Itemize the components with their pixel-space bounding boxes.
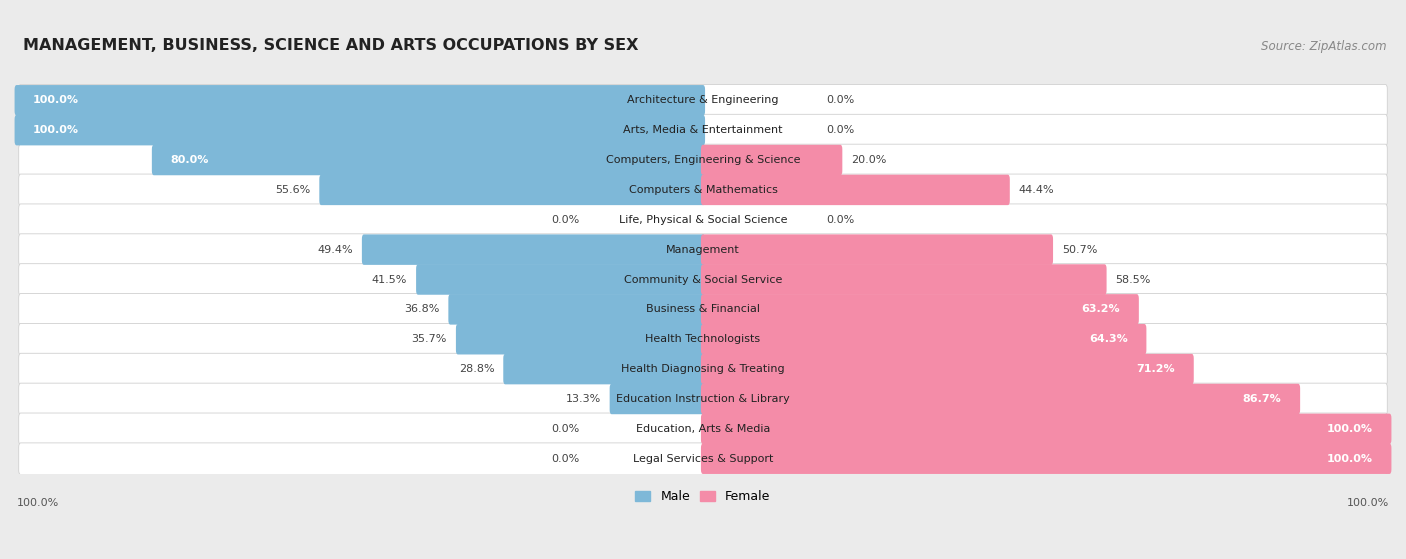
- Text: 0.0%: 0.0%: [827, 125, 855, 135]
- FancyBboxPatch shape: [702, 324, 1146, 354]
- FancyBboxPatch shape: [18, 324, 1388, 355]
- FancyBboxPatch shape: [416, 264, 704, 295]
- Text: Health Technologists: Health Technologists: [645, 334, 761, 344]
- Text: Education Instruction & Library: Education Instruction & Library: [616, 394, 790, 404]
- Text: 71.2%: 71.2%: [1136, 364, 1175, 374]
- Text: 0.0%: 0.0%: [827, 215, 855, 225]
- FancyBboxPatch shape: [18, 353, 1388, 385]
- Text: 64.3%: 64.3%: [1090, 334, 1128, 344]
- Text: 13.3%: 13.3%: [565, 394, 600, 404]
- Text: Life, Physical & Social Science: Life, Physical & Social Science: [619, 215, 787, 225]
- FancyBboxPatch shape: [18, 174, 1388, 206]
- FancyBboxPatch shape: [18, 115, 1388, 146]
- Text: 63.2%: 63.2%: [1081, 305, 1121, 314]
- Text: 100.0%: 100.0%: [34, 95, 79, 105]
- FancyBboxPatch shape: [14, 85, 704, 116]
- Text: 20.0%: 20.0%: [851, 155, 887, 165]
- Text: 49.4%: 49.4%: [318, 245, 353, 255]
- FancyBboxPatch shape: [702, 384, 1301, 414]
- FancyBboxPatch shape: [319, 174, 704, 205]
- Text: Education, Arts & Media: Education, Arts & Media: [636, 424, 770, 434]
- FancyBboxPatch shape: [702, 443, 1392, 474]
- Text: Computers, Engineering & Science: Computers, Engineering & Science: [606, 155, 800, 165]
- FancyBboxPatch shape: [702, 354, 1194, 385]
- Text: Architecture & Engineering: Architecture & Engineering: [627, 95, 779, 105]
- Text: 44.4%: 44.4%: [1019, 185, 1054, 195]
- Text: 58.5%: 58.5%: [1115, 274, 1152, 285]
- Text: 0.0%: 0.0%: [551, 215, 579, 225]
- FancyBboxPatch shape: [18, 383, 1388, 415]
- FancyBboxPatch shape: [14, 115, 704, 145]
- Text: 50.7%: 50.7%: [1062, 245, 1097, 255]
- Text: MANAGEMENT, BUSINESS, SCIENCE AND ARTS OCCUPATIONS BY SEX: MANAGEMENT, BUSINESS, SCIENCE AND ARTS O…: [24, 38, 638, 53]
- Text: Business & Financial: Business & Financial: [645, 305, 761, 314]
- FancyBboxPatch shape: [610, 384, 704, 414]
- FancyBboxPatch shape: [702, 414, 1392, 444]
- Text: 28.8%: 28.8%: [458, 364, 495, 374]
- FancyBboxPatch shape: [18, 413, 1388, 445]
- FancyBboxPatch shape: [449, 294, 704, 325]
- Text: Arts, Media & Entertainment: Arts, Media & Entertainment: [623, 125, 783, 135]
- FancyBboxPatch shape: [18, 443, 1388, 475]
- FancyBboxPatch shape: [18, 234, 1388, 266]
- Text: 100.0%: 100.0%: [1327, 454, 1372, 464]
- Text: 100.0%: 100.0%: [1347, 498, 1389, 508]
- Text: 36.8%: 36.8%: [404, 305, 440, 314]
- Legend: Male, Female: Male, Female: [630, 485, 776, 508]
- Text: Management: Management: [666, 245, 740, 255]
- Text: Community & Social Service: Community & Social Service: [624, 274, 782, 285]
- FancyBboxPatch shape: [456, 324, 704, 354]
- Text: 55.6%: 55.6%: [276, 185, 311, 195]
- Text: Source: ZipAtlas.com: Source: ZipAtlas.com: [1261, 40, 1386, 53]
- FancyBboxPatch shape: [702, 145, 842, 176]
- FancyBboxPatch shape: [361, 234, 704, 265]
- Text: 100.0%: 100.0%: [34, 125, 79, 135]
- Text: 0.0%: 0.0%: [827, 95, 855, 105]
- FancyBboxPatch shape: [702, 294, 1139, 325]
- FancyBboxPatch shape: [702, 264, 1107, 295]
- FancyBboxPatch shape: [18, 144, 1388, 176]
- Text: 41.5%: 41.5%: [371, 274, 408, 285]
- Text: 0.0%: 0.0%: [551, 424, 579, 434]
- FancyBboxPatch shape: [152, 145, 704, 176]
- FancyBboxPatch shape: [18, 264, 1388, 295]
- FancyBboxPatch shape: [702, 174, 1010, 205]
- Text: 100.0%: 100.0%: [17, 498, 59, 508]
- Text: Health Diagnosing & Treating: Health Diagnosing & Treating: [621, 364, 785, 374]
- FancyBboxPatch shape: [503, 354, 704, 385]
- Text: Computers & Mathematics: Computers & Mathematics: [628, 185, 778, 195]
- Text: 100.0%: 100.0%: [1327, 424, 1372, 434]
- Text: Legal Services & Support: Legal Services & Support: [633, 454, 773, 464]
- Text: 86.7%: 86.7%: [1243, 394, 1282, 404]
- Text: 80.0%: 80.0%: [170, 155, 208, 165]
- FancyBboxPatch shape: [18, 293, 1388, 325]
- Text: 0.0%: 0.0%: [551, 454, 579, 464]
- Text: 35.7%: 35.7%: [412, 334, 447, 344]
- FancyBboxPatch shape: [18, 84, 1388, 116]
- FancyBboxPatch shape: [702, 234, 1053, 265]
- FancyBboxPatch shape: [18, 204, 1388, 235]
